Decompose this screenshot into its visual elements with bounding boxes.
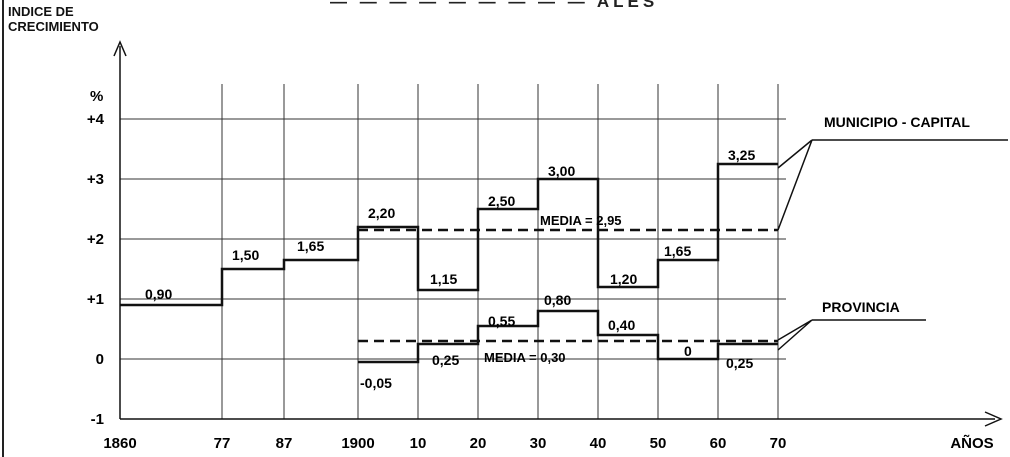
x-tick-label: 77 <box>214 435 231 452</box>
x-tick-label: 40 <box>590 435 607 452</box>
y-tick-label: +1 <box>87 291 104 308</box>
data-label: 0,25 <box>726 355 753 371</box>
data-label: 0,90 <box>145 286 172 302</box>
series-name-provincia: PROVINCIA <box>822 299 900 315</box>
y-axis-arrow-icon <box>113 40 127 57</box>
mean-label-provincia: MEDIA = 0,30 <box>484 350 566 365</box>
x-tick-label: 20 <box>470 435 487 452</box>
y-tick-label: +3 <box>87 171 104 188</box>
x-tick-label: 1900 <box>341 435 374 452</box>
data-label: 1,15 <box>430 271 457 287</box>
axes <box>113 40 1008 427</box>
data-label: 0,80 <box>544 292 571 308</box>
y-axis-title-line2: CRECIMIENTO <box>8 19 99 34</box>
data-label: 3,25 <box>728 147 755 163</box>
data-labels: % +4 +3 +2 +1 0 -1 1860 77 87 1900 10 20 30 40 50 60 70 AÑ… <box>87 88 994 452</box>
x-tick-label: 1860 <box>103 435 136 452</box>
series-group <box>120 162 778 364</box>
data-label: 0 <box>684 343 692 359</box>
y-tick-label: +4 <box>87 111 105 128</box>
x-tick-label: 60 <box>710 435 727 452</box>
data-label: 0,25 <box>432 352 459 368</box>
x-tick-label: 50 <box>650 435 667 452</box>
data-label: 2,20 <box>368 205 395 221</box>
capital-callout-pointer <box>777 139 813 231</box>
y-axis-title-line1: INDICE DE <box>8 4 74 19</box>
data-label: 1,20 <box>610 271 637 287</box>
data-label: 0,55 <box>488 313 515 329</box>
data-label: 1,65 <box>297 238 324 254</box>
provincia-callout-pointer <box>777 319 813 351</box>
y-tick-label: +2 <box>87 231 104 248</box>
left-border <box>2 0 4 457</box>
y-tick-label: -1 <box>91 411 104 428</box>
data-label: 0,40 <box>608 317 635 333</box>
y-tick-label: 0 <box>96 351 104 368</box>
mean-label-capital: MEDIA = 2,95 <box>540 213 622 228</box>
data-label: -0,05 <box>360 375 392 391</box>
chart-title-fragment: — — — — — — — — — ALES <box>330 0 659 11</box>
x-axis-title: AÑOS <box>950 434 993 452</box>
x-tick-label: 30 <box>530 435 547 452</box>
x-tick-label: 87 <box>276 435 293 452</box>
data-label: 1,65 <box>664 243 691 259</box>
x-tick-label: 10 <box>410 435 427 452</box>
data-label: 1,50 <box>232 247 259 263</box>
step-line-series-0 <box>120 162 778 307</box>
step-line-series-1 <box>358 309 778 364</box>
series-name-capital: MUNICIPIO - CAPITAL <box>824 114 970 130</box>
x-tick-label: 70 <box>770 435 787 452</box>
x-axis-arrow-icon <box>984 411 1003 427</box>
data-label: 3,00 <box>548 163 575 179</box>
data-label: 2,50 <box>488 193 515 209</box>
y-unit-label: % <box>90 88 103 105</box>
